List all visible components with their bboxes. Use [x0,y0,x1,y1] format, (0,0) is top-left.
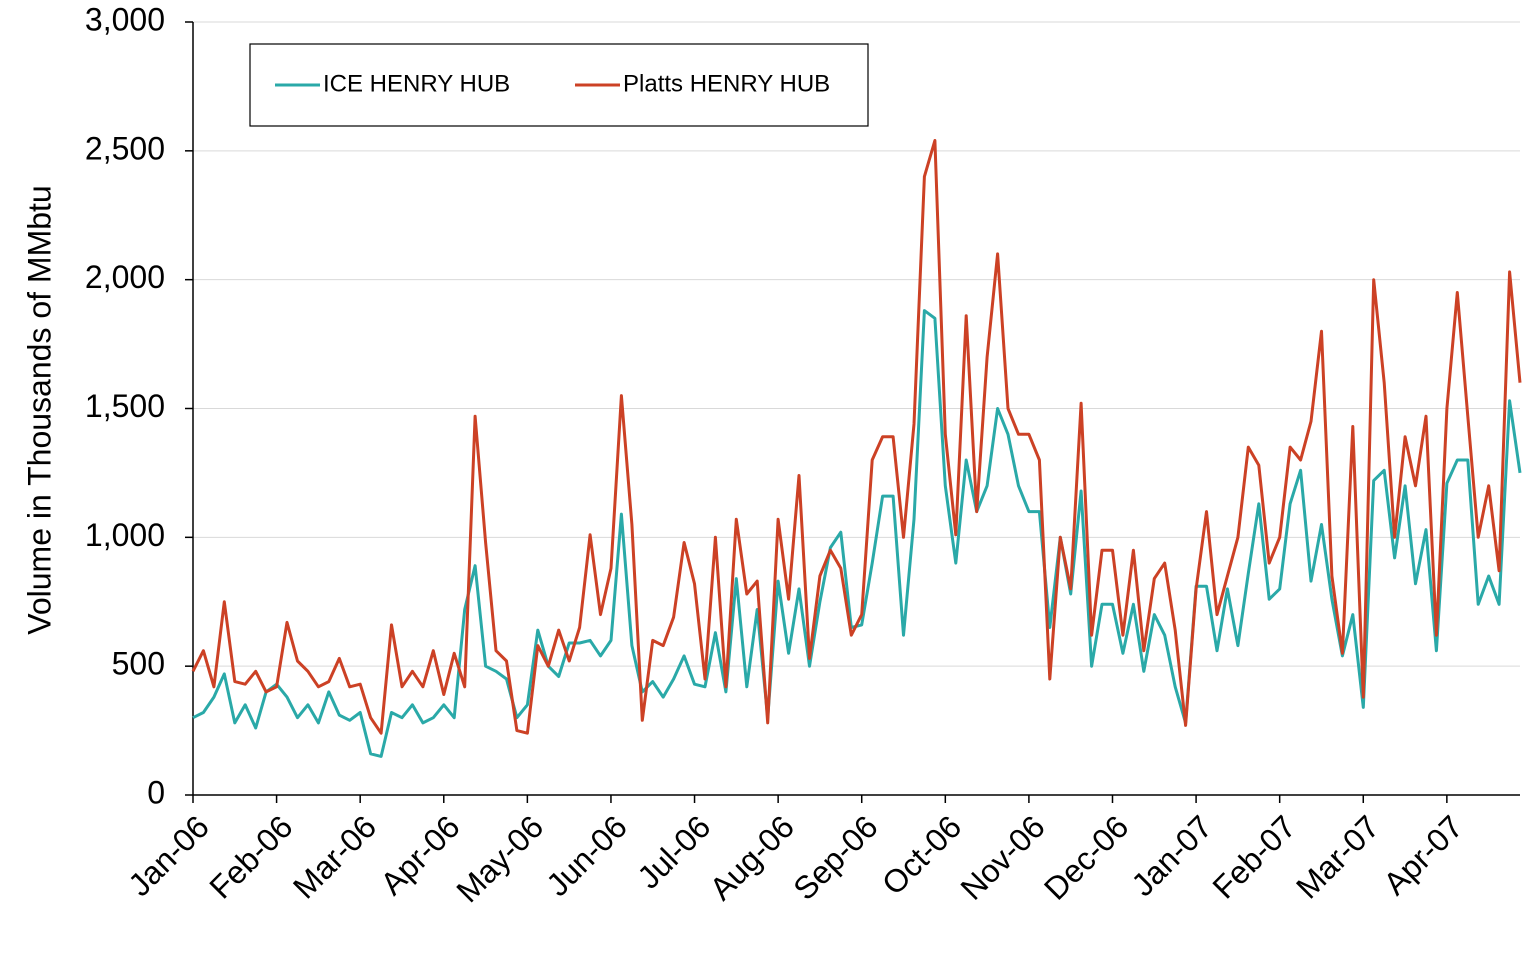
x-tick-label: May-06 [449,808,550,909]
series-line [191,139,1522,735]
x-tick-label: Nov-06 [953,808,1051,906]
x-tick-label: Dec-06 [1037,808,1135,906]
series-line [192,309,1522,758]
y-tick-label: 1,500 [85,388,165,424]
y-tick-label: 2,000 [85,259,165,295]
x-tick-label: Jan-06 [121,808,216,903]
x-tick-label: Oct-06 [875,808,968,901]
x-tick-label: Mar-07 [1289,808,1386,905]
x-tick-label: Feb-07 [1205,808,1302,905]
y-tick-label: 3,000 [85,1,165,37]
y-tick-label: 1,000 [85,517,165,553]
x-tick-label: Sep-06 [786,808,884,906]
x-tick-label: Feb-06 [202,808,299,905]
legend-label: ICE HENRY HUB [323,70,510,97]
legend-box [249,43,869,127]
x-tick-label: Apr-07 [1376,808,1469,901]
legend-label: Platts HENRY HUB [623,70,830,97]
y-tick-label: 500 [112,646,165,682]
y-tick-label: 0 [147,774,165,810]
y-tick-label: 2,500 [85,130,165,166]
x-tick-label: Mar-06 [286,808,383,905]
x-tick-label: Aug-06 [703,808,801,906]
x-tick-label: Jan-07 [1124,808,1219,903]
y-axis-label: Volume in Thousands of MMbtu [21,185,57,634]
x-tick-label: Jun-06 [539,808,634,903]
